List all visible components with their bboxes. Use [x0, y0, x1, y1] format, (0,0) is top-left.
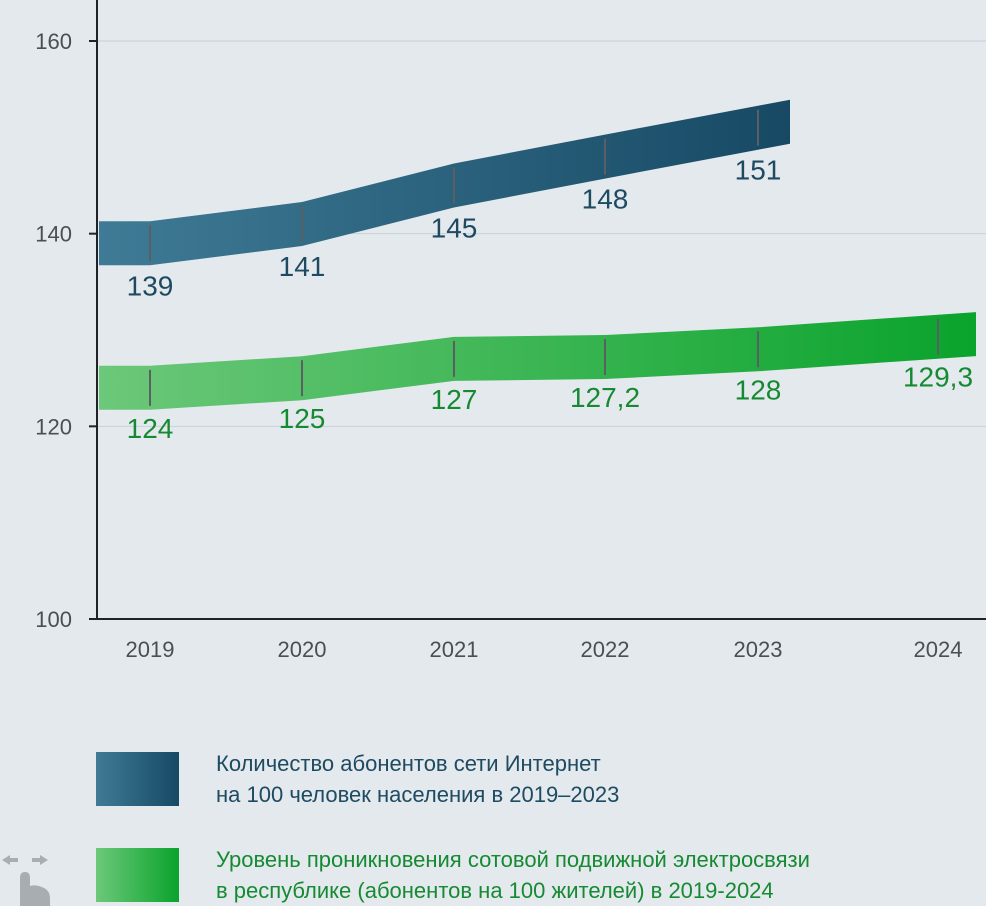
legend-swatch-internet [96, 752, 179, 806]
data-label: 127,2 [570, 382, 640, 413]
x-tick-label: 2020 [278, 637, 327, 662]
legend-line: Количество абонентов сети Интернет [216, 751, 601, 776]
swipe-hand-icon [2, 855, 50, 906]
series-band-2 [99, 312, 976, 410]
y-tick-label: 140 [35, 222, 72, 247]
data-label: 124 [127, 413, 174, 444]
legend-swatch-mobile [96, 848, 179, 902]
data-label: 148 [582, 184, 629, 215]
x-tick-label: 2022 [581, 637, 630, 662]
legend-line: в республике (абонентов на 100 жителей) … [216, 878, 774, 903]
line-chart: 100 120 140 160 2019 2020 2021 2022 2023 2024 139… [35, 0, 986, 662]
data-label: 125 [279, 403, 326, 434]
data-label: 128 [735, 374, 782, 405]
legend-item-mobile: Уровень проникновения сотовой подвижной … [96, 847, 956, 904]
y-tick-label: 120 [35, 414, 72, 439]
data-label: 141 [279, 251, 326, 282]
legend-item-internet: Количество абонентов сети Интернет на 10… [96, 751, 956, 808]
y-tick-label: 100 [35, 607, 72, 632]
x-tick-label: 2023 [734, 637, 783, 662]
x-tick-label: 2021 [430, 637, 479, 662]
data-label: 151 [735, 155, 782, 186]
data-label: 145 [431, 213, 478, 244]
y-tick-label: 160 [35, 29, 72, 54]
series-band-1 [99, 99, 790, 266]
legend-line: Уровень проникновения сотовой подвижной … [216, 847, 810, 872]
legend-text-mobile: Уровень проникновения сотовой подвижной … [216, 844, 810, 906]
data-label: 139 [127, 270, 174, 301]
legend-text-internet: Количество абонентов сети Интернет на 10… [216, 748, 619, 810]
data-label: 127 [431, 384, 478, 415]
x-tick-label: 2019 [126, 637, 175, 662]
x-tick-label: 2024 [914, 637, 963, 662]
data-label: 129,3 [903, 362, 973, 393]
legend-line: на 100 человек населения в 2019–2023 [216, 782, 620, 807]
